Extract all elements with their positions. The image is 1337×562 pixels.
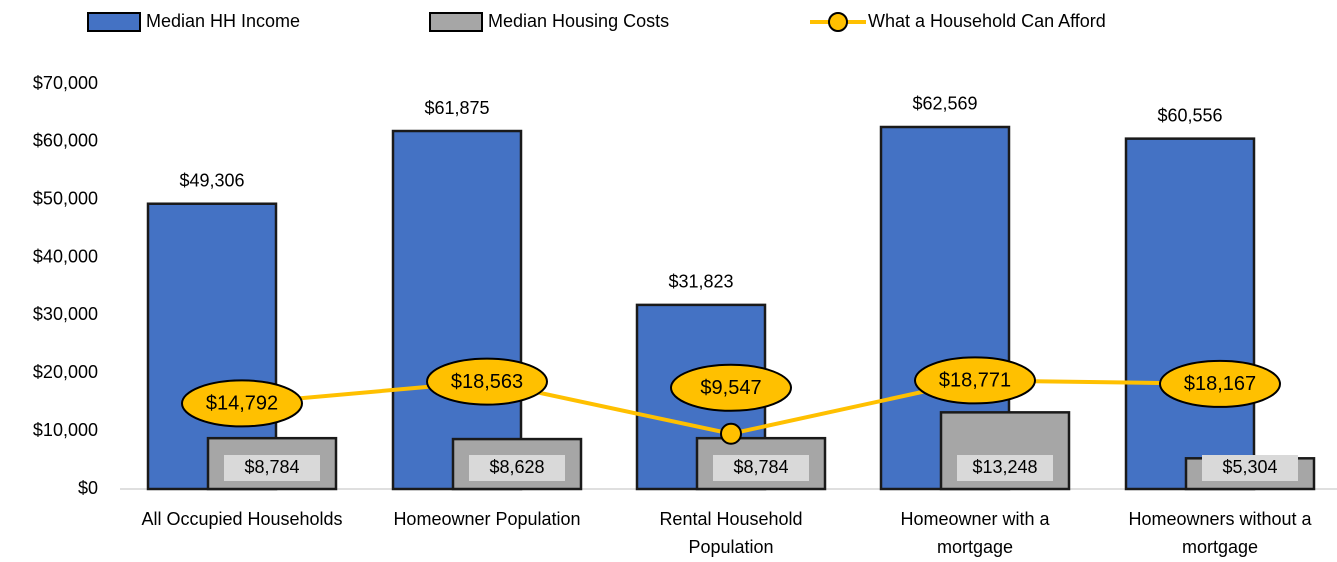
line-value-label: $18,167: [1184, 373, 1256, 395]
y-tick-label: $0: [78, 478, 98, 498]
line-value-label: $14,792: [206, 393, 278, 415]
bar-value-label: $49,306: [179, 170, 244, 190]
x-tick-label: Population: [688, 537, 773, 557]
line-marker: [720, 422, 742, 445]
label-box: [957, 455, 1053, 481]
legend-swatch: [429, 12, 483, 32]
legend-marker: [828, 12, 848, 32]
legend-swatch: [87, 12, 141, 32]
label-box: [713, 455, 809, 481]
label-bubble: [181, 379, 303, 428]
line-value-label: $18,771: [939, 370, 1011, 392]
y-tick-label: $20,000: [33, 362, 98, 382]
x-tick-label: All Occupied Households: [141, 509, 342, 529]
label-bubble: [914, 356, 1036, 405]
bar-value-label: $60,556: [1157, 105, 1222, 125]
y-tick-label: $40,000: [33, 246, 98, 266]
bar: [1124, 137, 1256, 491]
bar-value-label: $5,304: [1222, 457, 1277, 477]
x-tick-label: mortgage: [1182, 537, 1258, 557]
legend-label: Median HH Income: [146, 11, 300, 31]
bar: [391, 129, 523, 491]
bar-value-label: $62,569: [912, 94, 977, 114]
x-tick-label: Rental Household: [659, 509, 802, 529]
y-tick-label: $50,000: [33, 188, 98, 208]
legend-label: What a Household Can Afford: [868, 11, 1106, 31]
label-bubble: [426, 357, 548, 406]
bar-value-label: $13,248: [972, 457, 1037, 477]
x-tick-label: Homeowner with a: [900, 509, 1050, 529]
legend-label: Median Housing Costs: [488, 11, 669, 31]
label-bubble: [1159, 359, 1281, 408]
y-tick-label: $60,000: [33, 131, 98, 151]
y-tick-label: $10,000: [33, 420, 98, 440]
bar-value-label: $31,823: [668, 272, 733, 292]
bar-value-label: $61,875: [424, 98, 489, 118]
line-value-label: $9,547: [700, 377, 761, 399]
bar-value-label: $8,784: [244, 457, 299, 477]
x-tick-label: Homeowner Population: [393, 509, 580, 529]
label-box: [1202, 455, 1298, 481]
y-tick-label: $70,000: [33, 73, 98, 93]
label-bubble: [670, 363, 792, 412]
label-box: [469, 455, 565, 481]
x-tick-label: mortgage: [937, 537, 1013, 557]
x-tick-label: Homeowners without a: [1128, 509, 1312, 529]
bar-value-label: $8,628: [489, 457, 544, 477]
label-box: [224, 455, 320, 481]
line-value-label: $18,563: [451, 371, 523, 393]
y-tick-label: $30,000: [33, 304, 98, 324]
bar-value-label: $8,784: [733, 457, 788, 477]
